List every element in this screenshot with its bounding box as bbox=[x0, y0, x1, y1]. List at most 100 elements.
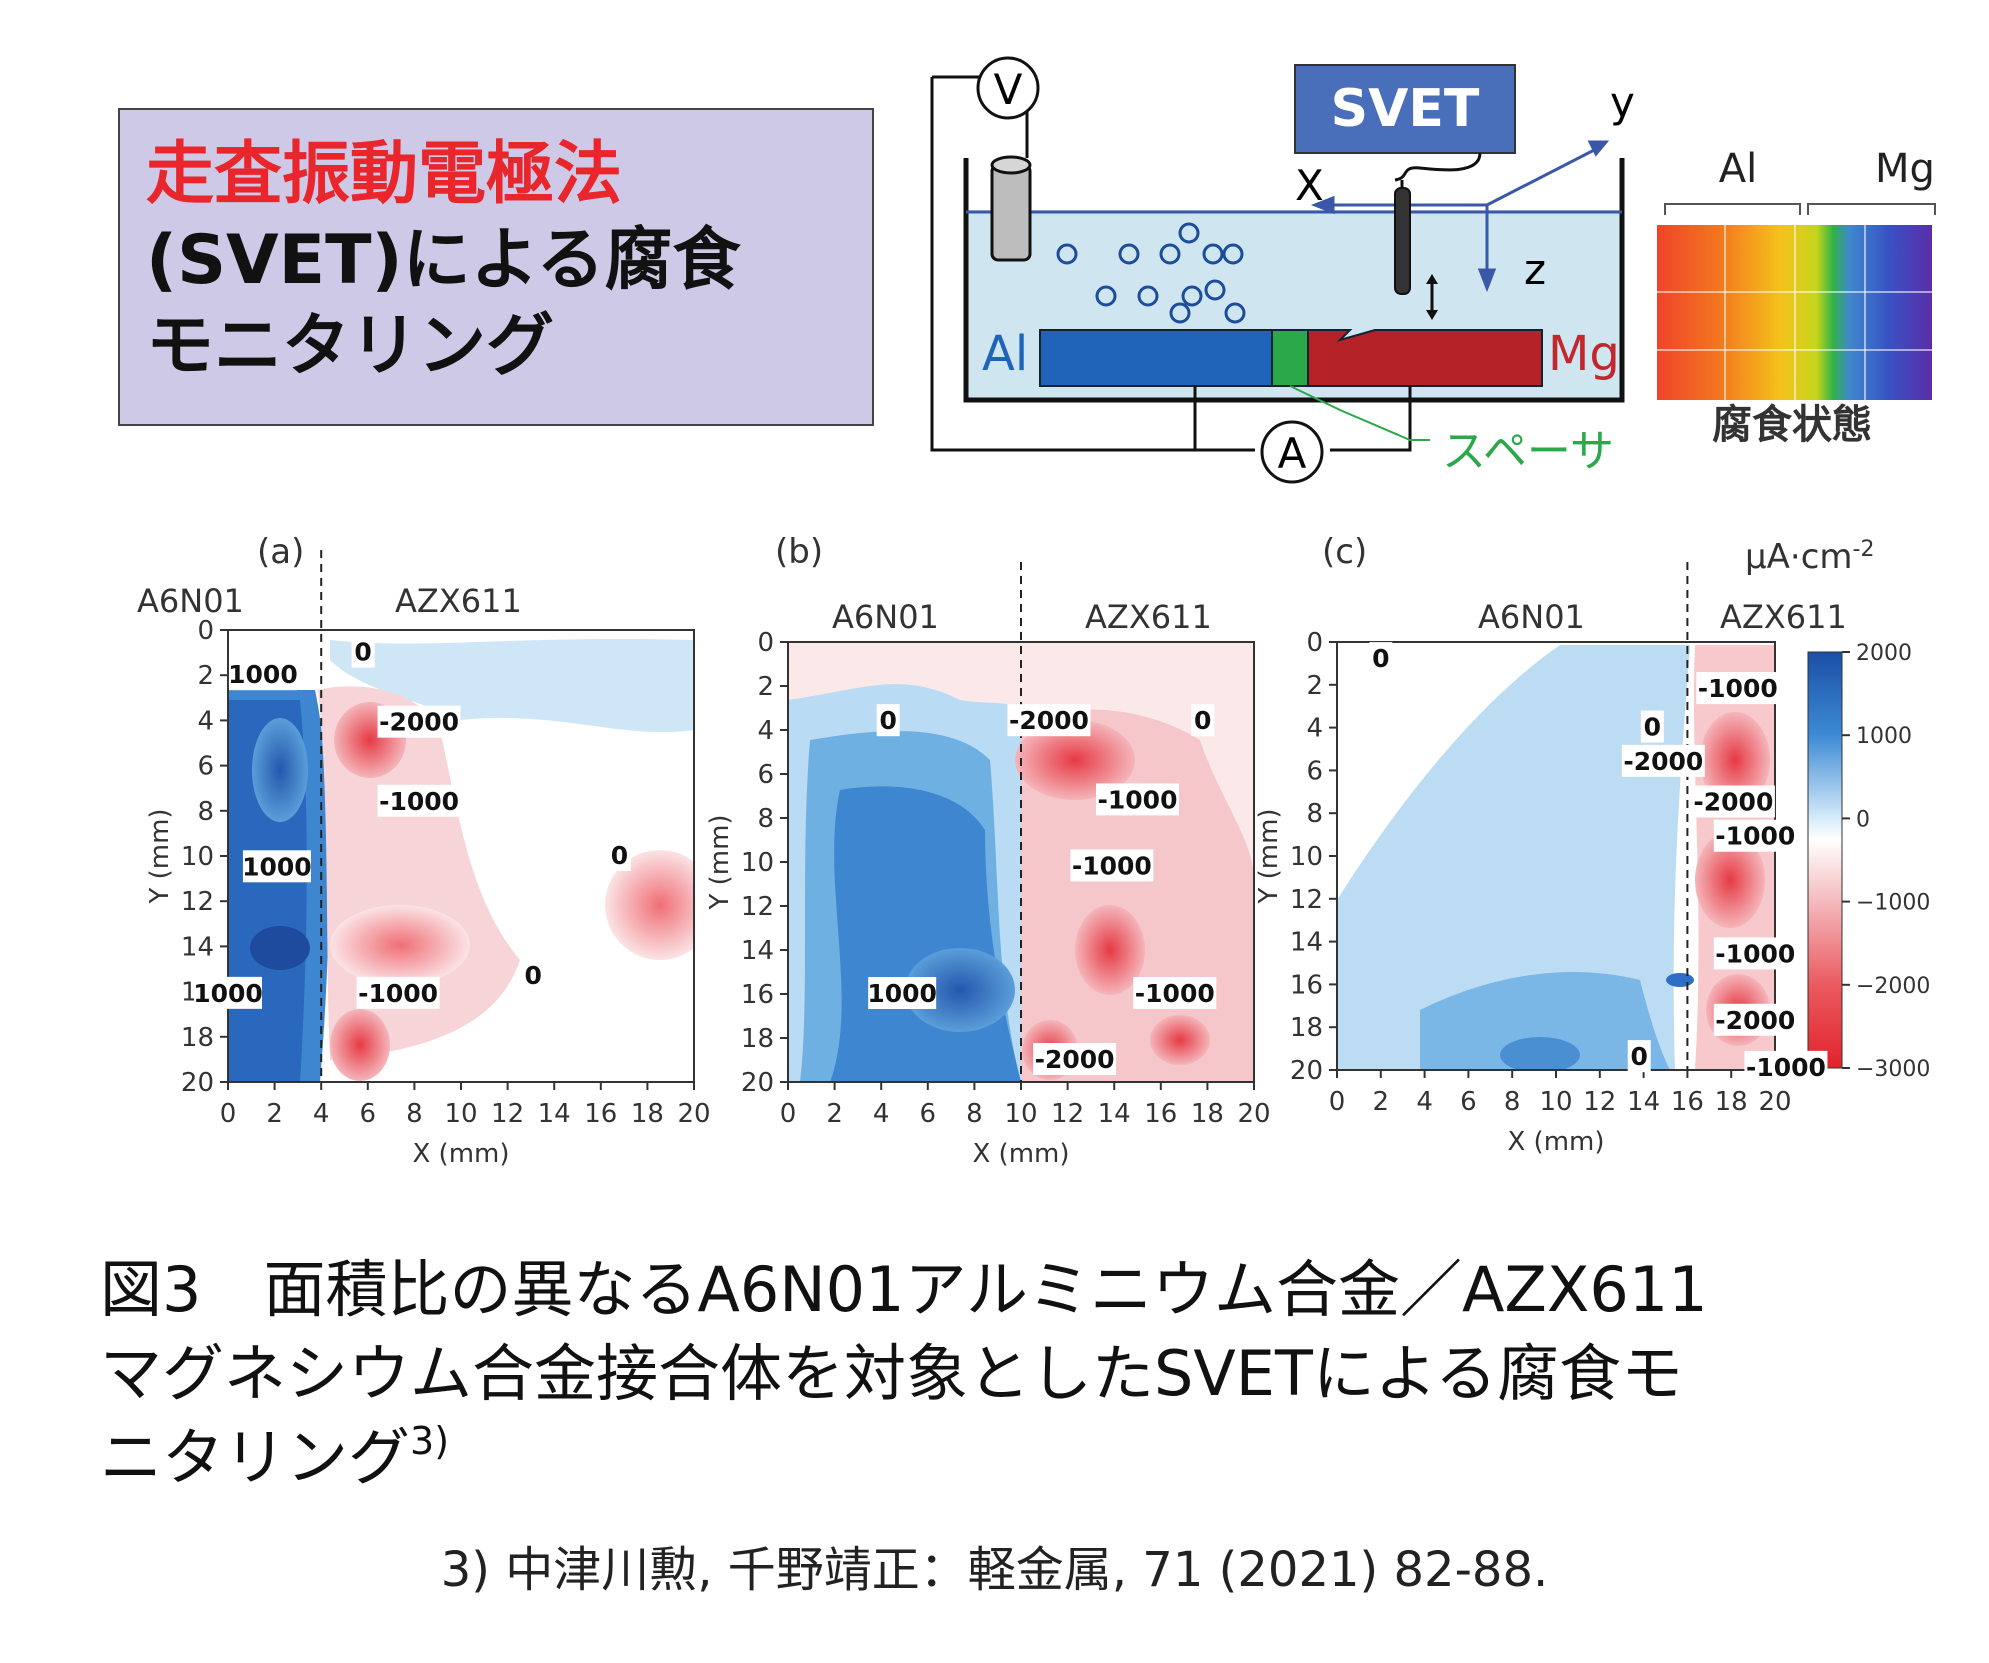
svet-box-label: SVET bbox=[1331, 79, 1480, 139]
x-axis-label: X (mm) bbox=[972, 1139, 1069, 1169]
hydrogen-bubbles bbox=[1056, 222, 1246, 324]
x-tick-label: 12 bbox=[491, 1099, 524, 1129]
contour-label-bg bbox=[228, 658, 297, 691]
y-tick-label: 12 bbox=[181, 887, 214, 917]
y-axis-label: Y (mm) bbox=[1254, 808, 1284, 904]
panel-a-label: (a) bbox=[257, 532, 304, 572]
x-tick-label: 10 bbox=[444, 1099, 477, 1129]
x-tick-label: 14 bbox=[538, 1099, 571, 1129]
mg-lead bbox=[1330, 386, 1412, 452]
x-axis-label: X (mm) bbox=[1507, 1127, 1604, 1157]
y-tick-label: 4 bbox=[1306, 714, 1323, 744]
ammeter-label: A bbox=[1278, 429, 1307, 478]
caption-line-3-wrap: ニタリング3) bbox=[100, 1416, 1920, 1500]
axis-x-label: X bbox=[1295, 161, 1324, 210]
contour-label-bg bbox=[1369, 642, 1393, 675]
x-tick-label: 18 bbox=[1191, 1099, 1224, 1129]
contour-label-bg bbox=[1096, 783, 1179, 816]
voltmeter-wire bbox=[930, 77, 1255, 452]
contour-label-bg bbox=[1696, 672, 1780, 705]
x-tick-label: 16 bbox=[584, 1099, 617, 1129]
contour-label-bg bbox=[1621, 744, 1705, 777]
y-tick-label: 10 bbox=[1290, 842, 1323, 872]
tank bbox=[963, 158, 1625, 403]
x-tick-label: 2 bbox=[826, 1099, 843, 1129]
contour-label: 0 bbox=[525, 961, 542, 990]
x-tick-label: 16 bbox=[1671, 1087, 1704, 1117]
voltmeter-icon bbox=[976, 56, 1040, 120]
axis-z-label: z bbox=[1524, 245, 1546, 294]
y-tick-label: 6 bbox=[197, 752, 214, 782]
y-tick-label: 6 bbox=[1306, 756, 1323, 786]
x-tick-label: 2 bbox=[1373, 1087, 1390, 1117]
map-mg-label: Mg bbox=[1875, 146, 1935, 192]
y-tick-label: 8 bbox=[1306, 799, 1323, 829]
map-mg-bracket bbox=[1807, 203, 1936, 215]
y-tick-label: 18 bbox=[181, 1023, 214, 1053]
y-tick-label: 10 bbox=[741, 848, 774, 878]
title-box: 走査振動電極法 (SVET)による腐食 モニタリング bbox=[118, 108, 874, 426]
contour-label: -1000 bbox=[1698, 674, 1778, 703]
contour-label: 0 bbox=[879, 706, 896, 735]
colorbar-tick-label: −2000 bbox=[1856, 974, 1930, 999]
svet-schematic: V SVET X y z bbox=[930, 56, 1635, 484]
contour-label: 0 bbox=[611, 841, 628, 870]
contour-label: -2000 bbox=[1035, 1045, 1115, 1074]
contour-label-bg bbox=[1070, 849, 1154, 882]
colorbar bbox=[1807, 651, 1843, 1069]
x-tick-label: 8 bbox=[966, 1099, 983, 1129]
vibration-arrow-up bbox=[1426, 274, 1438, 284]
heatmap-grid bbox=[1657, 225, 1932, 400]
colorbar-tick-label: 1000 bbox=[1856, 724, 1912, 749]
probe-cable bbox=[1394, 152, 1482, 182]
caption-line-2: マグネシウム合金接合体を対象としたSVETによる腐食モ bbox=[100, 1337, 1683, 1410]
vibration-arrow-down bbox=[1426, 310, 1438, 320]
x-tick-label: 20 bbox=[677, 1099, 710, 1129]
caption-line-3: ニタリング bbox=[100, 1421, 411, 1494]
contour-label-bg bbox=[351, 635, 375, 668]
vibrating-probe-icon bbox=[1394, 187, 1411, 295]
contour-label: -1000 bbox=[1135, 979, 1215, 1008]
title-line-3: モニタリング bbox=[146, 307, 555, 386]
panel-c: (c) A6N01 AZX611 μA·cm-2 2000 1000 0 −1000 −… bbox=[1322, 532, 1930, 1082]
x-tick-label: 12 bbox=[1583, 1087, 1616, 1117]
contour-label: 1000 bbox=[193, 979, 263, 1008]
colorbar-tick-label: −1000 bbox=[1856, 891, 1930, 916]
title-line-1: 走査振動電極法 bbox=[146, 135, 623, 214]
x-tick-label: 0 bbox=[1329, 1087, 1346, 1117]
mg-label: Mg bbox=[1548, 326, 1620, 382]
contour-label: -2000 bbox=[1693, 788, 1773, 817]
x-tick-label: 8 bbox=[1504, 1087, 1521, 1117]
y-tick-label: 8 bbox=[197, 797, 214, 827]
contour-label-bg bbox=[1133, 977, 1217, 1009]
contour-label: 1000 bbox=[242, 852, 312, 881]
x-tick-label: 20 bbox=[1237, 1099, 1270, 1129]
contour-label-bg bbox=[1033, 1043, 1117, 1075]
contour-label-bg bbox=[377, 705, 461, 738]
contour-label-bg bbox=[377, 784, 461, 817]
map-al-bracket bbox=[1664, 203, 1801, 215]
contour-label-bg bbox=[521, 958, 545, 991]
x-tick-label: 4 bbox=[313, 1099, 330, 1129]
x-tick-label: 6 bbox=[360, 1099, 377, 1129]
panel-c-left-alloy: A6N01 bbox=[1478, 598, 1585, 636]
y-tick-label: 8 bbox=[757, 804, 774, 834]
ammeter-icon bbox=[1260, 420, 1324, 484]
contour-label: 0 bbox=[1644, 713, 1661, 742]
y-tick-label: 14 bbox=[741, 936, 774, 966]
contour-label: -2000 bbox=[1715, 1006, 1795, 1035]
y-tick-label: 20 bbox=[741, 1068, 774, 1098]
title-line-2: (SVET)による腐食 bbox=[146, 221, 741, 300]
contour-label: 0 bbox=[354, 638, 371, 667]
y-tick-label: 16 bbox=[741, 980, 774, 1010]
x-tick-label: 6 bbox=[1460, 1087, 1477, 1117]
spacer-label: スペーサ bbox=[1442, 426, 1614, 477]
al-label: Al bbox=[982, 326, 1028, 382]
reference-electrode-icon bbox=[990, 163, 1032, 262]
contour-label: -1000 bbox=[1098, 785, 1178, 814]
contour-label-bg bbox=[1627, 1040, 1651, 1073]
y-tick-label: 20 bbox=[1290, 1056, 1323, 1086]
y-tick-label: 16 bbox=[1290, 970, 1323, 1000]
